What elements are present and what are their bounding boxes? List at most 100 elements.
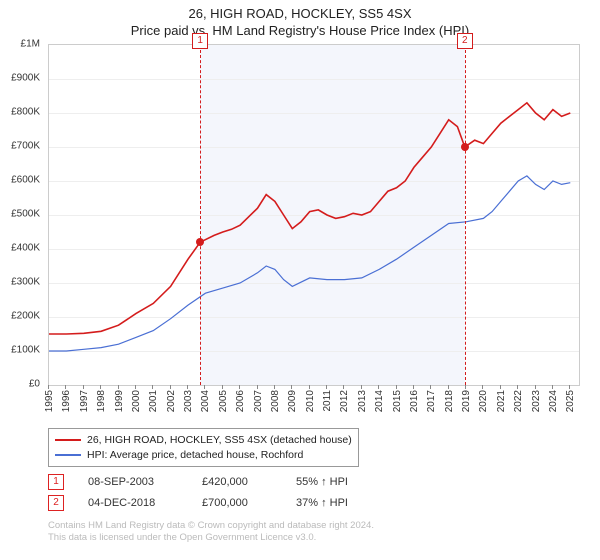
y-tick-label: £700K — [11, 141, 40, 152]
x-tick-label: 2025 — [565, 390, 576, 412]
x-tick-label: 1998 — [96, 390, 107, 412]
x-tick-label: 2001 — [148, 390, 159, 412]
x-tick-label: 2006 — [235, 390, 246, 412]
x-tick-label: 1995 — [44, 390, 55, 412]
x-tick — [48, 385, 49, 389]
x-tick-label: 2010 — [305, 390, 316, 412]
x-tick-label: 2002 — [166, 390, 177, 412]
attribution-line: This data is licensed under the Open Gov… — [48, 532, 374, 544]
x-tick-label: 2018 — [444, 390, 455, 412]
x-tick-label: 2014 — [374, 390, 385, 412]
sale-price: £700,000 — [202, 493, 272, 514]
y-tick-label: £300K — [11, 277, 40, 288]
x-tick-label: 2020 — [478, 390, 489, 412]
sale-row: 2 04-DEC-2018 £700,000 37% ↑ HPI — [48, 493, 376, 514]
x-tick-label: 2000 — [131, 390, 142, 412]
x-tick — [413, 385, 414, 389]
y-tick-label: £800K — [11, 107, 40, 118]
x-tick — [239, 385, 240, 389]
legend: 26, HIGH ROAD, HOCKLEY, SS5 4SX (detache… — [48, 428, 359, 467]
x-tick — [482, 385, 483, 389]
x-tick-label: 2004 — [200, 390, 211, 412]
sale-marker-label: 1 — [192, 33, 208, 49]
sales-table: 108-SEP-2003£420,00055% ↑ HPI204-DEC-201… — [48, 472, 376, 514]
y-tick-label: £500K — [11, 209, 40, 220]
sale-marker-dot — [461, 143, 469, 151]
x-tick — [343, 385, 344, 389]
sale-date: 04-DEC-2018 — [88, 493, 178, 514]
x-tick-label: 2011 — [322, 390, 333, 412]
sale-hpi-diff: 37% ↑ HPI — [296, 493, 376, 514]
x-tick-label: 1999 — [114, 390, 125, 412]
x-tick-label: 2023 — [531, 390, 542, 412]
x-tick — [170, 385, 171, 389]
sale-hpi-diff: 55% ↑ HPI — [296, 472, 376, 493]
x-tick — [361, 385, 362, 389]
x-tick-label: 2024 — [548, 390, 559, 412]
x-tick — [274, 385, 275, 389]
series-hpi — [49, 176, 570, 351]
legend-swatch — [55, 439, 81, 441]
legend-label: HPI: Average price, detached house, Roch… — [87, 448, 303, 463]
x-tick — [448, 385, 449, 389]
x-tick — [152, 385, 153, 389]
x-tick — [535, 385, 536, 389]
y-tick-label: £1M — [21, 39, 40, 50]
chart-plot-area: 12 — [48, 44, 580, 386]
x-tick — [187, 385, 188, 389]
legend-swatch — [55, 454, 81, 456]
x-tick-label: 2003 — [183, 390, 194, 412]
x-tick — [118, 385, 119, 389]
chart-subtitle: Price paid vs. HM Land Registry's House … — [0, 23, 600, 40]
attribution: Contains HM Land Registry data © Crown c… — [48, 520, 374, 545]
x-tick-label: 2015 — [392, 390, 403, 412]
y-axis-labels: £0£100K£200K£300K£400K£500K£600K£700K£80… — [0, 44, 44, 384]
x-tick-label: 2005 — [218, 390, 229, 412]
sale-row-marker: 2 — [48, 495, 64, 511]
sale-marker-line — [465, 45, 466, 385]
x-tick — [430, 385, 431, 389]
x-tick — [204, 385, 205, 389]
x-tick-label: 2017 — [426, 390, 437, 412]
legend-item: 26, HIGH ROAD, HOCKLEY, SS5 4SX (detache… — [55, 433, 352, 448]
sale-row: 108-SEP-2003£420,00055% ↑ HPI — [48, 472, 376, 493]
sale-row-marker: 1 — [48, 474, 64, 490]
x-tick — [222, 385, 223, 389]
y-tick-label: £100K — [11, 345, 40, 356]
sale-marker-label: 2 — [457, 33, 473, 49]
x-tick — [378, 385, 379, 389]
y-tick-label: £600K — [11, 175, 40, 186]
x-tick — [100, 385, 101, 389]
x-tick — [135, 385, 136, 389]
attribution-line: Contains HM Land Registry data © Crown c… — [48, 520, 374, 532]
x-tick — [65, 385, 66, 389]
x-tick-label: 2012 — [339, 390, 350, 412]
sale-marker-line — [200, 45, 201, 385]
x-tick — [569, 385, 570, 389]
y-tick-label: £200K — [11, 311, 40, 322]
x-tick — [83, 385, 84, 389]
x-tick-label: 2022 — [513, 390, 524, 412]
y-tick-label: £0 — [29, 379, 40, 390]
x-axis-labels: 1995199619971998199920002001200220032004… — [48, 386, 578, 430]
legend-label: 26, HIGH ROAD, HOCKLEY, SS5 4SX (detache… — [87, 433, 352, 448]
x-tick-label: 1997 — [79, 390, 90, 412]
x-tick — [326, 385, 327, 389]
chart-title: 26, HIGH ROAD, HOCKLEY, SS5 4SX — [0, 6, 600, 23]
sale-price: £420,000 — [202, 472, 272, 493]
sale-marker-dot — [196, 238, 204, 246]
x-tick — [291, 385, 292, 389]
x-tick-label: 2008 — [270, 390, 281, 412]
y-tick-label: £400K — [11, 243, 40, 254]
x-tick-label: 1996 — [61, 390, 72, 412]
x-tick-label: 2009 — [287, 390, 298, 412]
x-tick — [552, 385, 553, 389]
chart-lines — [49, 45, 579, 385]
x-tick-label: 2007 — [253, 390, 264, 412]
x-tick — [500, 385, 501, 389]
x-tick-label: 2019 — [461, 390, 472, 412]
x-tick — [309, 385, 310, 389]
y-tick-label: £900K — [11, 73, 40, 84]
x-tick-label: 2016 — [409, 390, 420, 412]
x-tick — [257, 385, 258, 389]
